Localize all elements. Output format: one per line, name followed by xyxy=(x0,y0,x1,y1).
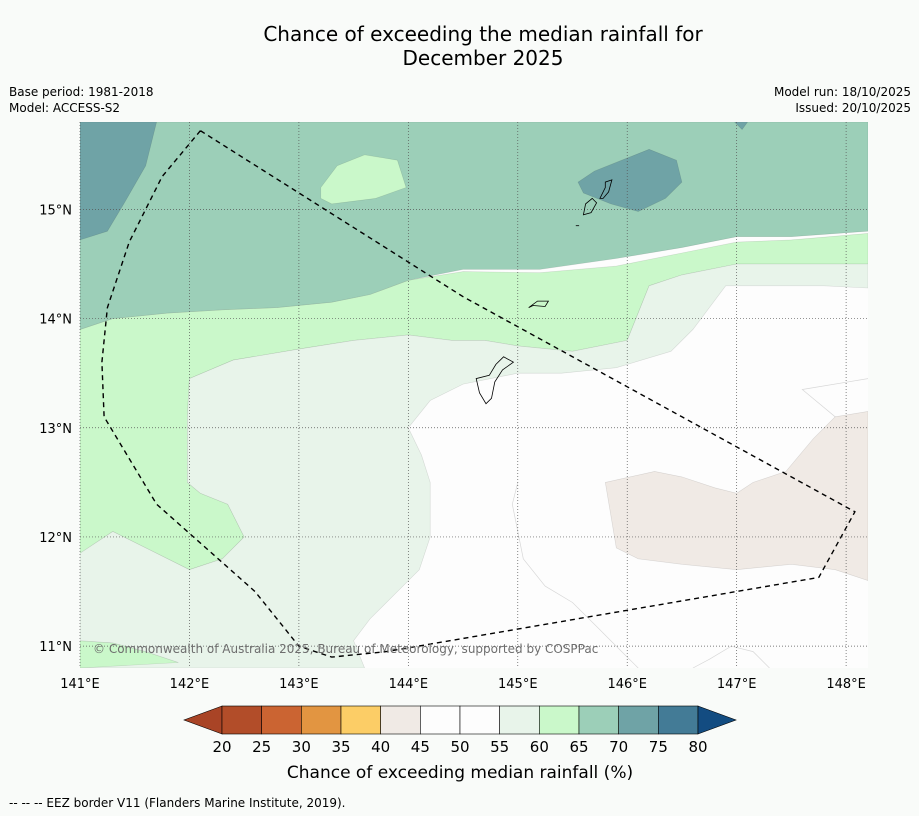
colorbar-swatch-65 xyxy=(578,705,619,735)
issued-date: Issued: 20/10/2025 xyxy=(795,101,911,115)
lat-label-13: 13°N xyxy=(39,422,72,437)
colorbar-tick-65: 65 xyxy=(569,738,588,756)
lon-label-141: 141°E xyxy=(60,677,100,692)
lon-label-145: 145°E xyxy=(498,677,538,692)
graticule xyxy=(79,122,868,668)
colorbar-tick-80: 80 xyxy=(688,738,707,756)
colorbar-swatch-70 xyxy=(618,705,659,735)
lon-label-142: 142°E xyxy=(170,677,210,692)
colorbar-swatch-20 xyxy=(221,705,262,735)
model-name: Model: ACCESS-S2 xyxy=(9,101,121,115)
colorbar-swatch-25 xyxy=(261,705,302,735)
meta-left: Base period: 1981-2018 Model: ACCESS-S2 xyxy=(9,84,154,116)
region-60-65-6 xyxy=(320,154,407,205)
title-line-1: Chance of exceeding the median rainfall … xyxy=(263,22,703,46)
colorbar-tick-45: 45 xyxy=(411,738,430,756)
contour-line-2 xyxy=(801,378,868,418)
lon-label-144: 144°E xyxy=(389,677,429,692)
colorbar-tick-70: 70 xyxy=(609,738,628,756)
chart-title: Chance of exceeding the median rainfall … xyxy=(0,22,919,70)
colorbar-tick-20: 20 xyxy=(212,738,231,756)
colorbar-extend-low xyxy=(183,705,223,735)
footer-note: -- -- -- EEZ border V11 (Flanders Marine… xyxy=(9,796,346,810)
colorbar-tick-40: 40 xyxy=(371,738,390,756)
title-line-2: December 2025 xyxy=(402,46,564,70)
region-45-50-8 xyxy=(604,411,868,581)
lon-label-146: 146°E xyxy=(607,677,647,692)
lat-label-14: 14°N xyxy=(39,313,72,328)
lon-label-143: 143°E xyxy=(279,677,319,692)
contour-line-0 xyxy=(511,482,639,668)
colorbar-tick-50: 50 xyxy=(450,738,469,756)
colorbar-label: Chance of exceeding median rainfall (%) xyxy=(287,763,633,783)
map-area[interactable]: © Commonwealth of Australia 2025, Bureau… xyxy=(79,122,868,668)
island-outline-3 xyxy=(599,179,613,199)
rainfall-regions xyxy=(80,122,868,668)
meta-right: Model run: 18/10/2025 Issued: 20/10/2025 xyxy=(774,84,911,116)
colorbar-tick-60: 60 xyxy=(530,738,549,756)
model-run: Model run: 18/10/2025 xyxy=(773,85,911,99)
region-55-60-7 xyxy=(80,263,868,668)
lat-label-12: 12°N xyxy=(39,531,72,546)
island-outline-0 xyxy=(475,356,515,405)
lat-label-15: 15°N xyxy=(39,203,72,218)
colorbar-swatch-35 xyxy=(340,705,381,735)
colorbar-swatch-30 xyxy=(301,705,342,735)
colorbar-tick-25: 25 xyxy=(252,738,271,756)
colorbar-tick-75: 75 xyxy=(649,738,668,756)
colorbar-swatch-60 xyxy=(539,705,580,735)
region-70-75-3 xyxy=(80,122,157,241)
latitude-labels: 15°N 14°N 13°N 12°N 11°N xyxy=(39,203,72,655)
lon-label-147: 147°E xyxy=(717,677,757,692)
region-70-75-5 xyxy=(734,122,748,131)
colorbar-swatch-40 xyxy=(380,705,421,735)
colorbar-swatch-75 xyxy=(658,705,699,735)
base-period: Base period: 1981-2018 xyxy=(9,85,154,99)
colorbar-tick-30: 30 xyxy=(292,738,311,756)
longitude-labels: 141°E 142°E 143°E 144°E 145°E 146°E 147°E 148°E xyxy=(60,677,866,692)
lat-label-11: 11°N xyxy=(39,640,72,655)
colorbar-tick-55: 55 xyxy=(490,738,509,756)
colorbar-swatch-55 xyxy=(499,705,540,735)
island-outline-1 xyxy=(528,300,550,308)
eez-border xyxy=(101,130,856,658)
region-70-75-4 xyxy=(577,148,683,212)
colorbar: 20 25 30 35 40 45 50 55 60 65 70 75 80 xyxy=(183,705,737,756)
island-outline-2 xyxy=(582,197,598,216)
copyright-notice: © Commonwealth of Australia 2025, Bureau… xyxy=(93,642,598,656)
colorbar-tick-35: 35 xyxy=(331,738,350,756)
colorbar-extend-high xyxy=(697,705,737,735)
island-outlines xyxy=(475,179,613,405)
lon-label-148: 148°E xyxy=(826,677,866,692)
colorbar-swatch-45 xyxy=(420,705,461,735)
colorbar-swatch-50 xyxy=(459,705,500,735)
